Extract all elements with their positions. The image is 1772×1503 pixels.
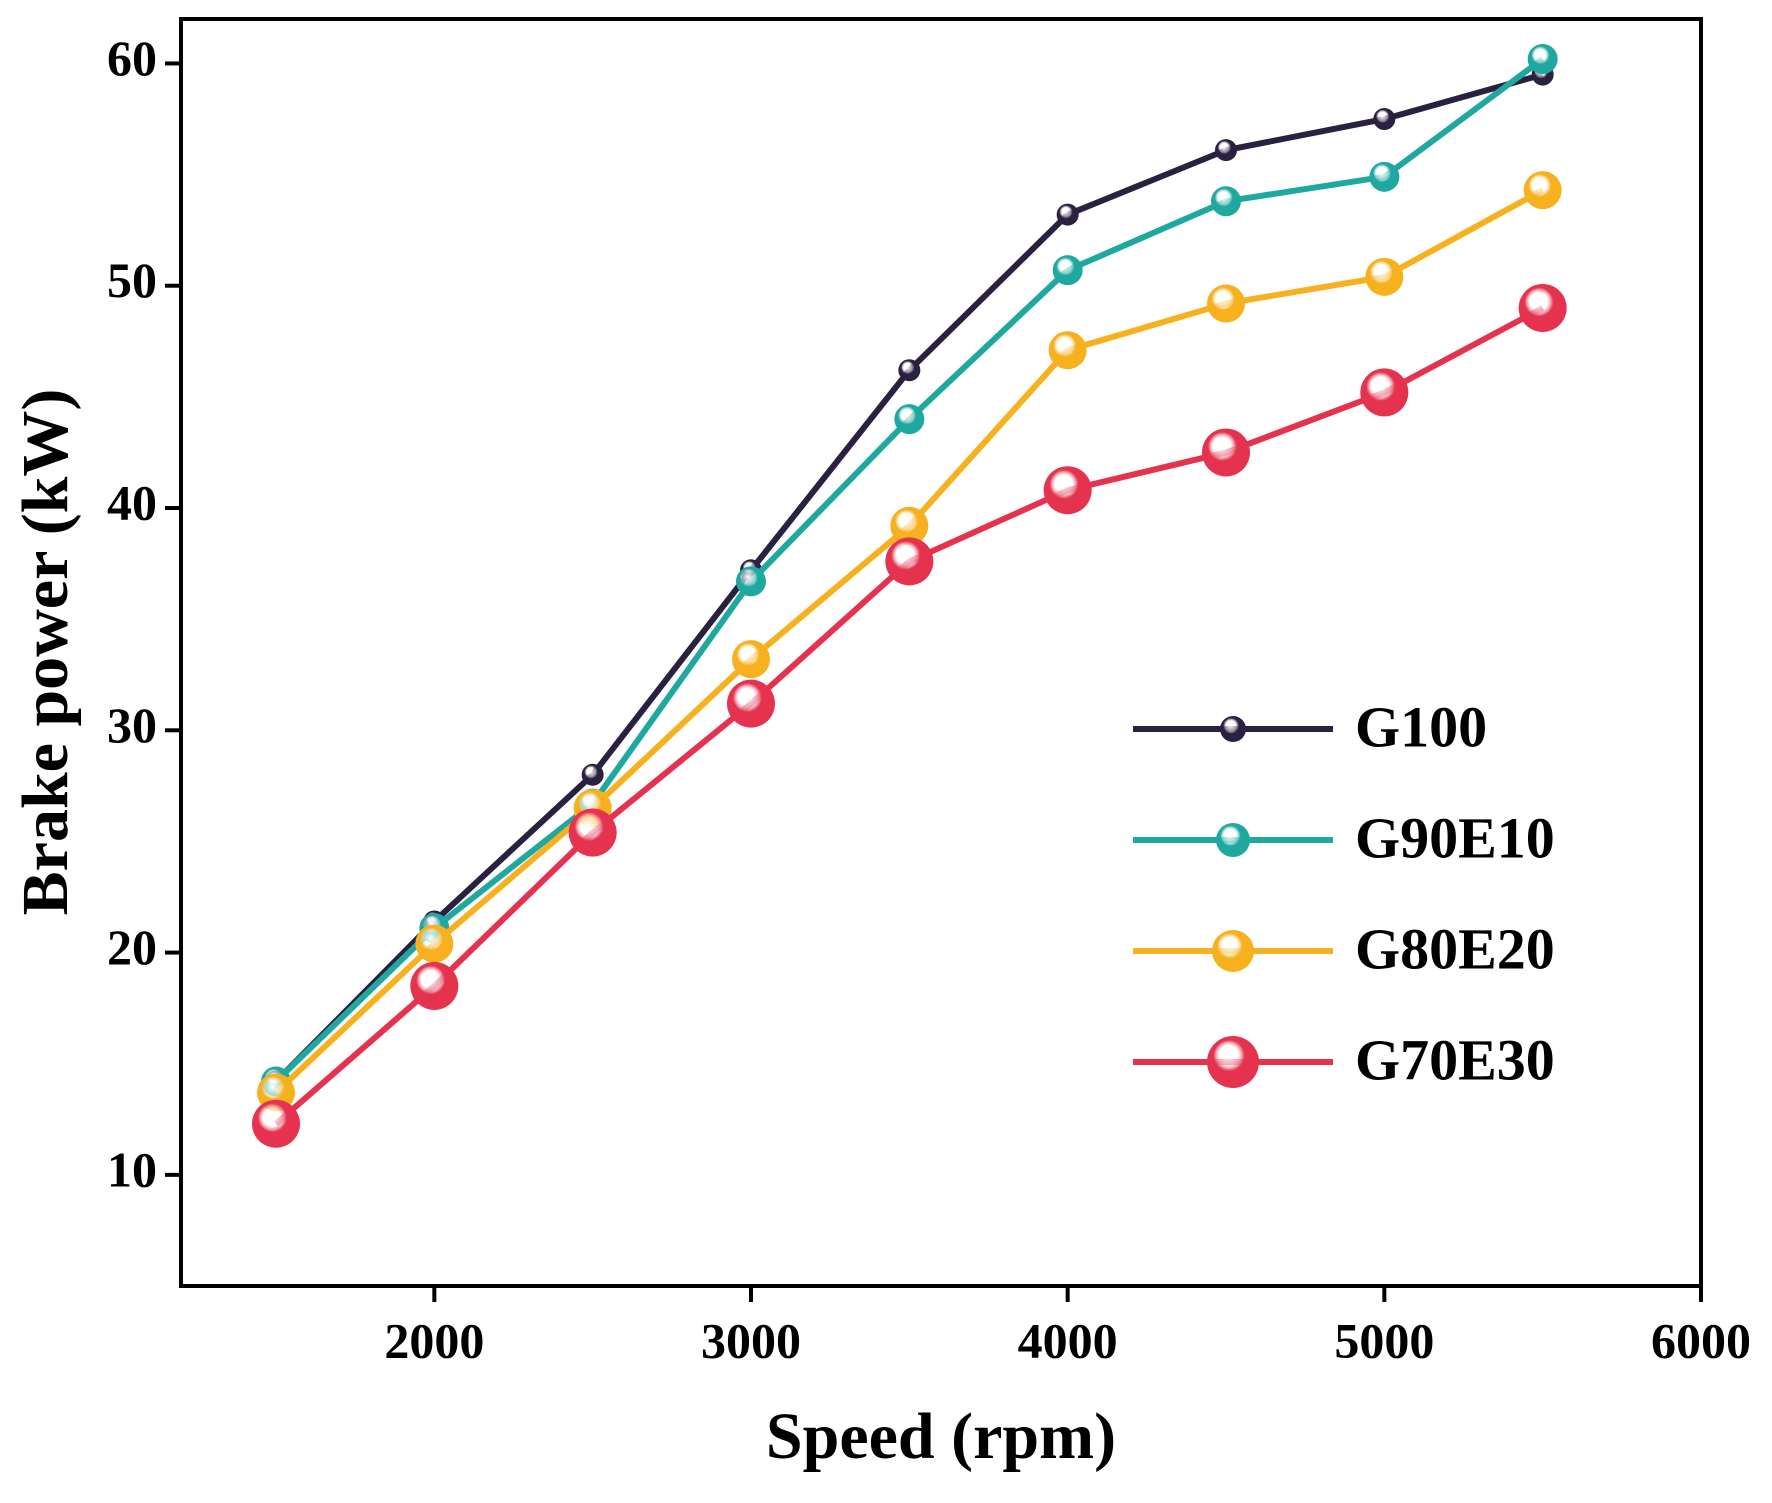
y-tick-label: 60 <box>107 30 157 86</box>
data-point <box>1523 171 1562 210</box>
y-tick-label: 10 <box>107 1141 157 1197</box>
data-point <box>1527 44 1558 75</box>
legend-label: G100 <box>1355 694 1487 759</box>
x-tick-label: 6000 <box>1651 1312 1751 1368</box>
data-point <box>1373 108 1396 131</box>
data-point <box>885 537 934 586</box>
plot-frame <box>179 17 1703 1288</box>
legend-marker <box>1212 930 1254 972</box>
data-point <box>1052 255 1083 286</box>
data-point <box>1215 139 1237 162</box>
x-axis-title: Speed (rpm) <box>766 1400 1116 1473</box>
x-tick-label: 5000 <box>1334 1312 1434 1368</box>
legend-marker <box>1207 1036 1259 1088</box>
data-point <box>727 679 775 728</box>
data-point <box>252 1099 300 1148</box>
data-point <box>732 640 770 679</box>
data-point <box>894 404 925 435</box>
data-point <box>410 961 459 1010</box>
legend-label: G90E10 <box>1355 805 1555 870</box>
data-point <box>1048 331 1087 370</box>
data-point <box>568 808 617 857</box>
data-point <box>1518 283 1567 332</box>
data-point <box>415 924 454 963</box>
legend-marker <box>1220 716 1246 742</box>
data-point <box>1043 466 1092 515</box>
data-point <box>1369 161 1400 192</box>
data-point <box>1056 203 1079 226</box>
x-tick-label: 3000 <box>701 1312 801 1368</box>
data-point <box>890 506 929 545</box>
y-tick-label: 20 <box>107 919 157 975</box>
data-point <box>1202 428 1250 477</box>
data-point <box>1207 284 1245 323</box>
legend-label: G70E30 <box>1355 1027 1555 1092</box>
data-point <box>1211 186 1241 217</box>
legend-marker <box>1216 823 1250 857</box>
x-tick-label: 2000 <box>384 1312 484 1368</box>
x-tick-label: 4000 <box>1018 1312 1118 1368</box>
y-tick-label: 30 <box>107 697 157 753</box>
data-point <box>736 566 766 597</box>
data-point <box>581 763 604 786</box>
y-axis-title: Brake power (kW) <box>9 389 82 916</box>
data-point <box>898 359 921 382</box>
y-tick-label: 50 <box>107 252 157 308</box>
legend-label: G80E20 <box>1355 916 1555 981</box>
data-point <box>1360 368 1409 417</box>
data-point <box>1365 257 1404 296</box>
y-tick-label: 40 <box>107 474 157 530</box>
